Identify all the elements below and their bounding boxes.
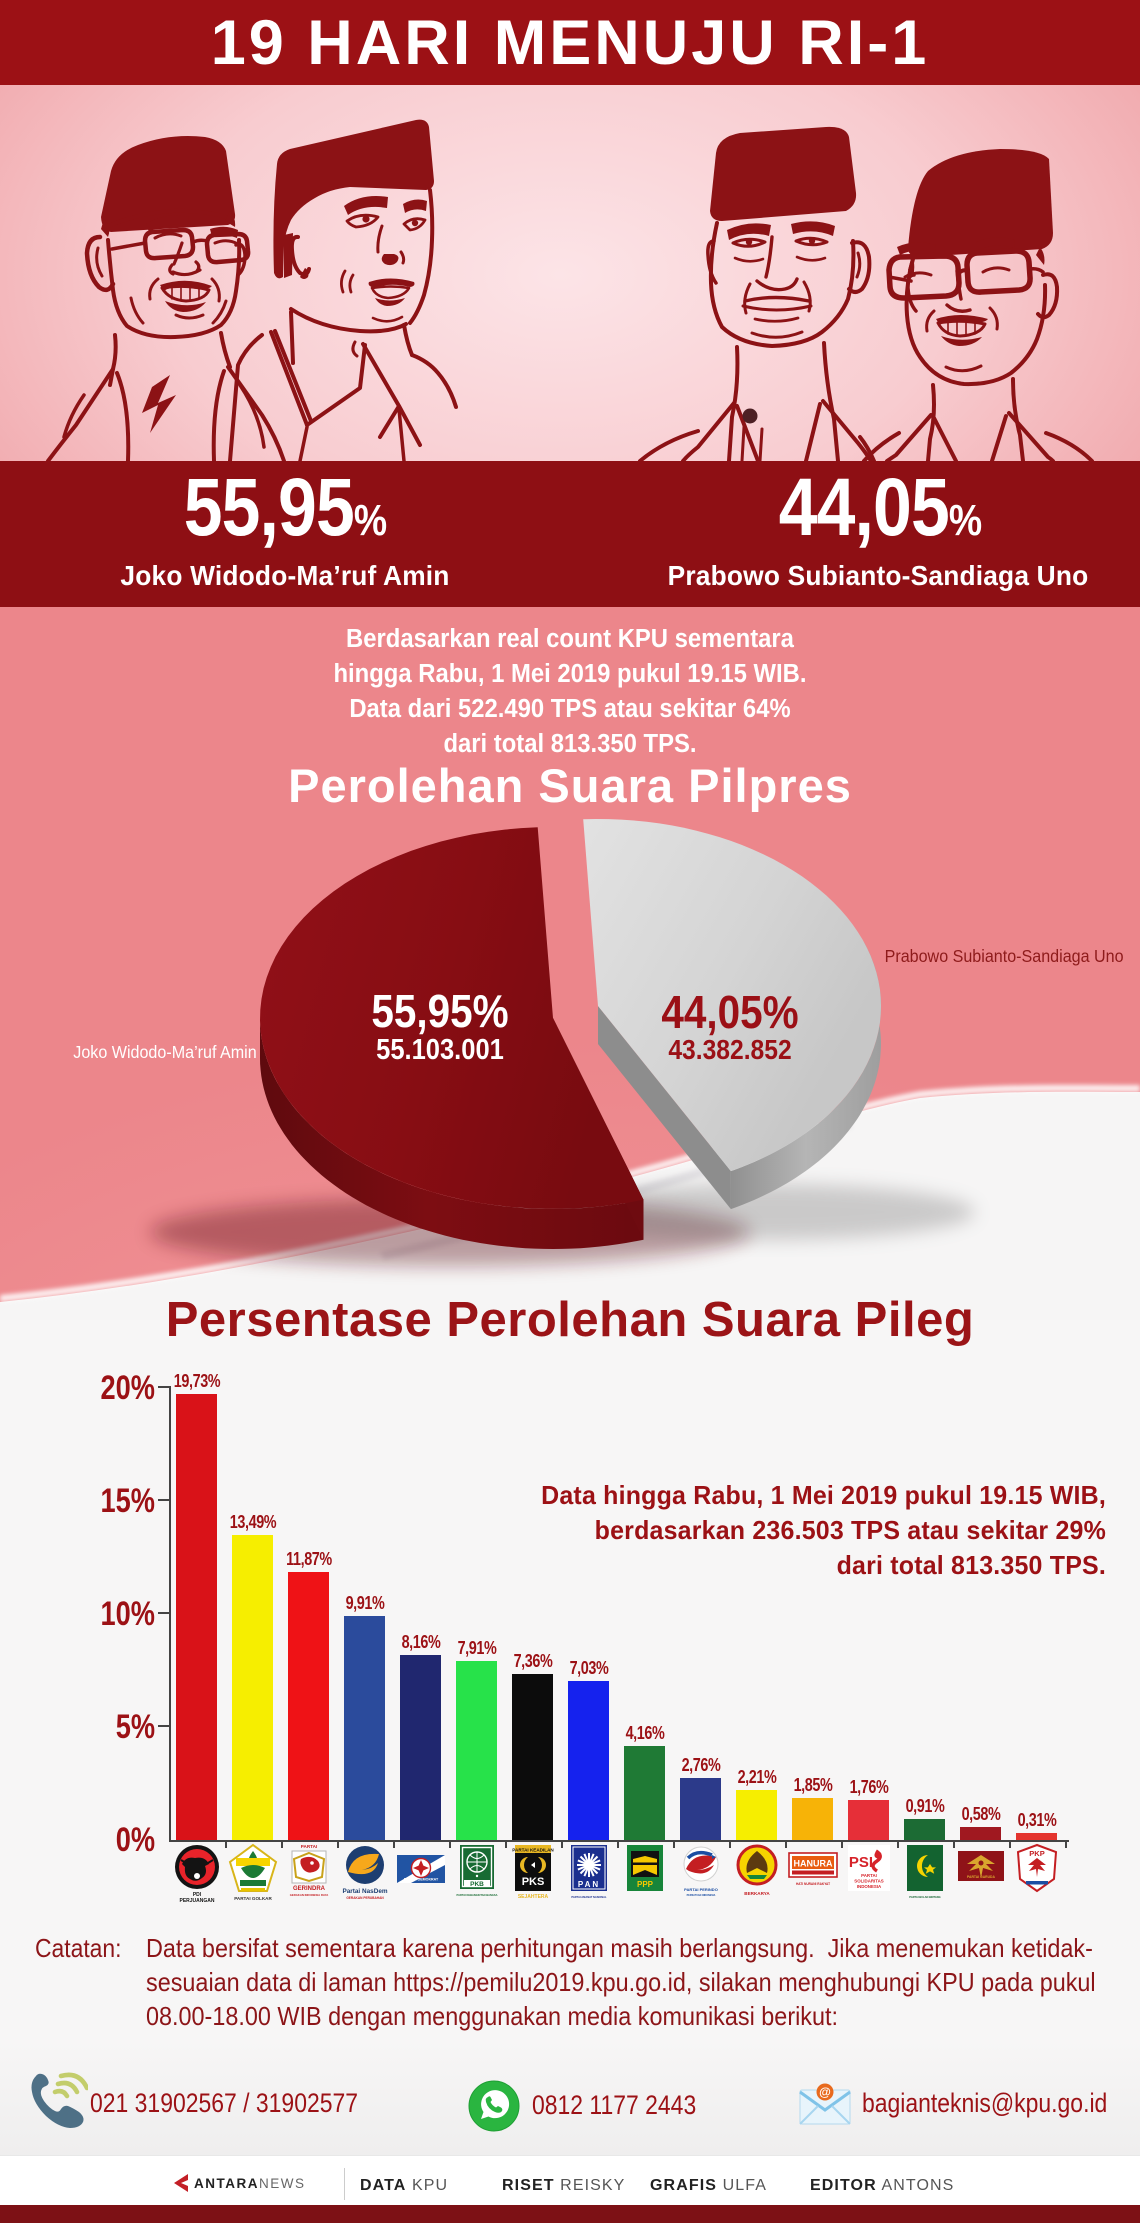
svg-text:@: @ — [819, 2085, 831, 2099]
svg-text:PARTAI DEMOKRAT: PARTAI DEMOKRAT — [403, 1878, 438, 1882]
svg-text:Partai NasDem: Partai NasDem — [342, 1888, 387, 1895]
svg-text:PARTAI PERINDO: PARTAI PERINDO — [684, 1887, 718, 1892]
svg-text:PKB: PKB — [470, 1881, 484, 1888]
svg-text:INDONESIA: INDONESIA — [856, 1884, 881, 1889]
svg-text:PSI: PSI — [848, 1854, 872, 1871]
svg-text:PARTAI GARUDA: PARTAI GARUDA — [967, 1875, 995, 1879]
svg-text:GERINDRA: GERINDRA — [292, 1886, 325, 1892]
svg-text:PKS: PKS — [521, 1876, 544, 1888]
svg-text:PARTAI BULAN BINTANG: PARTAI BULAN BINTANG — [909, 1895, 940, 1899]
svg-text:GERAKAN INDONESIA RAYA: GERAKAN INDONESIA RAYA — [289, 1893, 328, 1897]
svg-text:PDI: PDI — [192, 1892, 201, 1898]
svg-text:PERJUANGAN: PERJUANGAN — [179, 1898, 214, 1904]
svg-text:ANTARANEWS: ANTARANEWS — [194, 2176, 306, 2191]
svg-text:PERSATUAN INDONESIA: PERSATUAN INDONESIA — [686, 1894, 715, 1897]
svg-text:PPP: PPP — [636, 1880, 653, 1889]
svg-text:PAN: PAN — [577, 1880, 599, 1889]
svg-text:PARTAI KEADILAN: PARTAI KEADILAN — [512, 1848, 554, 1853]
svg-text:HANURA: HANURA — [793, 1859, 832, 1869]
svg-text:BERKARYA: BERKARYA — [744, 1891, 770, 1896]
svg-text:SEJAHTERA: SEJAHTERA — [517, 1894, 548, 1900]
svg-text:GERAKAN PERUBAHAN: GERAKAN PERUBAHAN — [346, 1896, 384, 1900]
svg-text:PARTAI: PARTAI — [300, 1844, 316, 1849]
svg-text:PARTAI AMANAT NASIONAL: PARTAI AMANAT NASIONAL — [571, 1895, 607, 1899]
svg-text:PKP: PKP — [1029, 1849, 1044, 1858]
svg-text:SOLIDARITAS: SOLIDARITAS — [854, 1879, 884, 1884]
svg-text:PARTAI KEBANGKITAN BANGSA: PARTAI KEBANGKITAN BANGSA — [456, 1893, 497, 1897]
svg-text:PARTAI GOLKAR: PARTAI GOLKAR — [234, 1896, 272, 1901]
svg-text:HATI NURANI RAKYAT: HATI NURANI RAKYAT — [795, 1882, 829, 1886]
svg-text:PARTAI: PARTAI — [861, 1873, 877, 1878]
